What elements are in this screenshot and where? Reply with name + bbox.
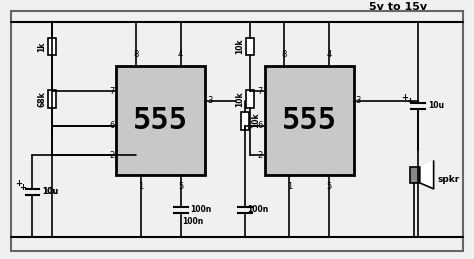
Text: 10k: 10k: [251, 113, 260, 128]
Polygon shape: [420, 161, 434, 189]
Text: 10k: 10k: [235, 91, 244, 107]
Bar: [246, 38, 254, 55]
Text: 1: 1: [138, 182, 144, 191]
Text: 5: 5: [326, 182, 331, 191]
Text: 6: 6: [257, 121, 263, 130]
Text: 10k: 10k: [235, 39, 244, 54]
Text: 10u: 10u: [42, 187, 58, 196]
Text: 7: 7: [109, 87, 114, 96]
Text: +: +: [19, 183, 27, 192]
Text: 5: 5: [178, 182, 183, 191]
Bar: [48, 38, 56, 55]
Text: 1k: 1k: [37, 41, 46, 52]
Text: +: +: [406, 97, 413, 106]
Text: 8: 8: [134, 51, 139, 59]
Text: 68k: 68k: [37, 91, 46, 107]
Text: 100n: 100n: [191, 205, 212, 214]
Text: 5v to 15v: 5v to 15v: [369, 2, 427, 12]
Text: 6: 6: [109, 121, 114, 130]
Text: 10u: 10u: [42, 187, 58, 196]
Text: 3: 3: [207, 96, 213, 105]
Text: 8: 8: [282, 51, 287, 59]
Text: 4: 4: [178, 51, 183, 59]
Bar: [410, 167, 420, 183]
Text: 555: 555: [133, 106, 189, 135]
Text: +: +: [16, 179, 23, 188]
Text: 100n: 100n: [182, 218, 204, 227]
Text: 100n: 100n: [247, 205, 268, 214]
Text: spkr: spkr: [438, 175, 460, 184]
Text: 7: 7: [257, 87, 263, 96]
Text: 10u: 10u: [428, 101, 444, 110]
Text: 2: 2: [257, 151, 263, 160]
Text: 4: 4: [326, 51, 331, 59]
Text: 3: 3: [356, 96, 361, 105]
Bar: [264, 66, 354, 175]
Text: 2: 2: [109, 151, 114, 160]
Bar: [117, 66, 205, 175]
Text: 1: 1: [287, 182, 292, 191]
Text: 555: 555: [282, 106, 337, 135]
Bar: [241, 112, 249, 130]
Bar: [246, 90, 254, 108]
Bar: [48, 90, 56, 108]
Text: +: +: [401, 93, 408, 102]
